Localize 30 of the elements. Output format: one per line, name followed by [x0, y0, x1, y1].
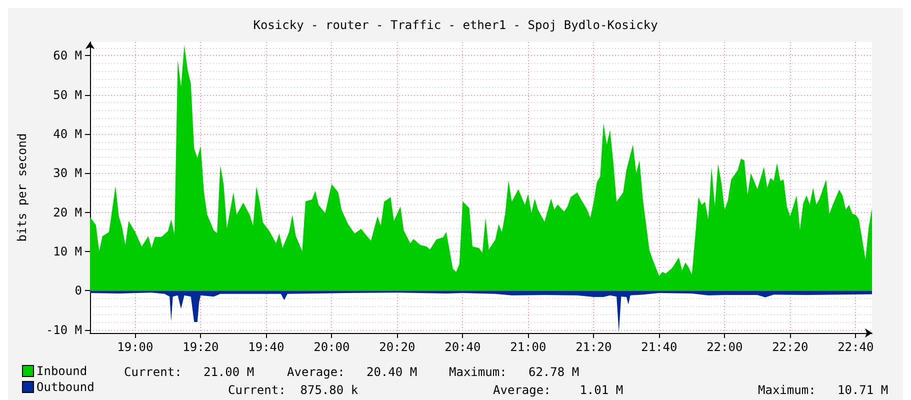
- x-tick-label: 22:40: [838, 340, 874, 354]
- y-tick-label: 50 M: [53, 88, 82, 102]
- x-tick-label: 21:40: [641, 340, 678, 354]
- text: Current: 21.00 M: [124, 365, 254, 379]
- x-tick-label: 19:00: [117, 340, 154, 354]
- x-tick-label: 19:40: [248, 340, 284, 354]
- text: Current: 875.80 k: [228, 383, 359, 397]
- x-tick-label: 21:20: [576, 340, 612, 354]
- x-tick-label: 22:20: [772, 340, 808, 354]
- text: Maximum: 10.71 M: [758, 383, 888, 397]
- y-tick-label: 20 M: [53, 205, 82, 220]
- x-tick-label: 20:00: [314, 340, 350, 354]
- y-axis-title: bits per second: [15, 133, 29, 242]
- text: Average: 20.40 M: [287, 365, 418, 379]
- chart-title: Kosicky - router - Traffic - ether1 - Spoj Bydlo-Kosicky: [253, 18, 658, 32]
- legend-label: Outbound: [36, 380, 94, 394]
- x-tick-label: 20:40: [444, 340, 481, 354]
- x-tick-label: 19:20: [182, 340, 219, 354]
- y-tick-label: 30 M: [53, 166, 82, 180]
- text: Maximum: 62.78 M: [449, 365, 580, 379]
- y-tick-label: -10 M: [46, 322, 82, 337]
- text: Average: 1.01 M: [493, 383, 624, 397]
- x-tick-label: 20:20: [379, 340, 416, 354]
- y-tick-label: 40 M: [53, 127, 82, 142]
- y-tick-label: 10 M: [53, 244, 82, 259]
- legend-label: Inbound: [36, 364, 88, 378]
- y-tick-label: 60 M: [53, 48, 82, 63]
- x-tick-label: 21:00: [510, 340, 546, 354]
- x-tick-label: 22:00: [706, 340, 743, 354]
- y-tick-label: 0: [74, 284, 82, 298]
